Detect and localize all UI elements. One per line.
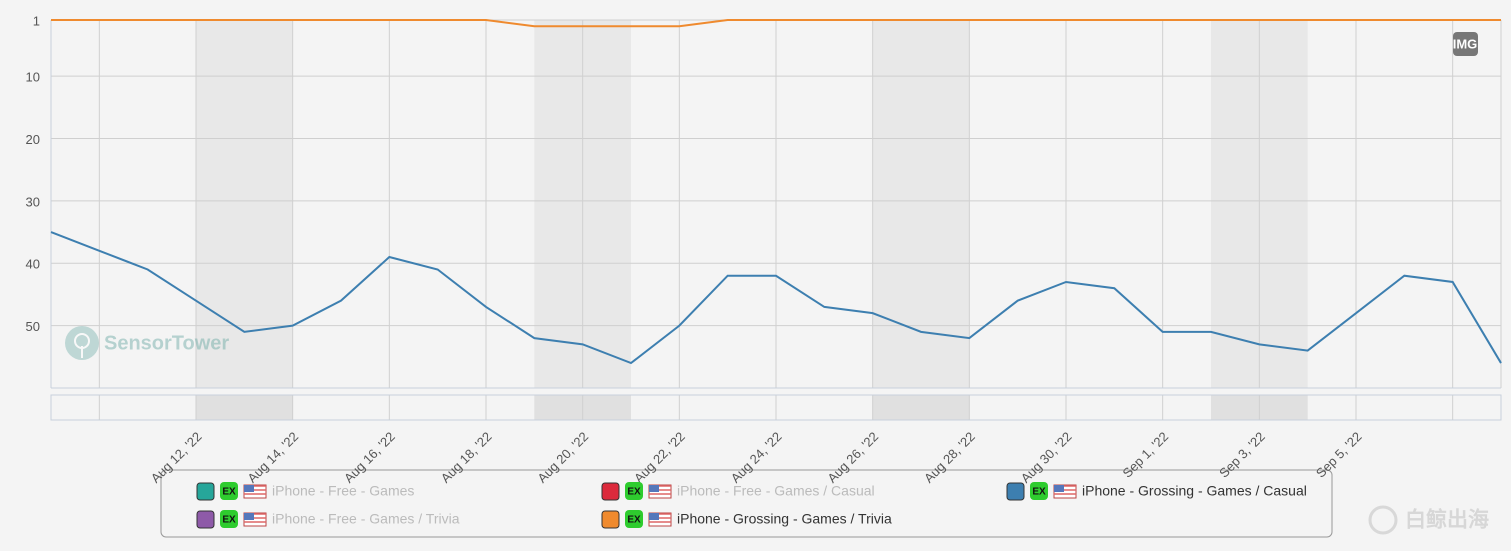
legend-item[interactable]: EX iPhone - Free - Games / Trivia xyxy=(196,510,460,529)
sensor-tower-watermark: SensorTower xyxy=(65,326,229,360)
y-tick-label: 10 xyxy=(26,70,40,85)
flag-canton xyxy=(244,485,254,492)
legend-box xyxy=(160,469,1333,538)
y-tick-label: 1 xyxy=(33,13,40,28)
navigator-band xyxy=(872,395,970,420)
legend-swatch xyxy=(601,510,620,529)
flag-canton xyxy=(1054,485,1064,492)
legend-label: iPhone - Grossing - Games / Casual xyxy=(1082,483,1307,499)
legend-swatch xyxy=(601,482,620,501)
corner-badge-bg[interactable] xyxy=(1453,32,1478,56)
flag-canton xyxy=(244,513,254,520)
y-tick-label: 40 xyxy=(26,257,40,272)
legend-badge: EX xyxy=(222,515,236,526)
legend-item[interactable]: EX iPhone - Grossing - Games / Trivia xyxy=(601,510,892,529)
legend-badge: EX xyxy=(627,487,641,498)
corner-badge[interactable]: IMG xyxy=(1453,36,1478,51)
legend-label: iPhone - Free - Games / Trivia xyxy=(272,511,460,527)
legend-item[interactable]: EX iPhone - Free - Games / Casual xyxy=(601,482,875,501)
flag-canton xyxy=(649,485,659,492)
legend-badge-bg xyxy=(625,510,643,528)
y-tick-label: 30 xyxy=(26,194,40,209)
legend-item[interactable]: EX iPhone - Grossing - Games / Casual xyxy=(1006,482,1307,501)
weekend-band xyxy=(196,20,293,388)
legend-swatch xyxy=(1006,482,1025,501)
series-line xyxy=(51,19,1501,28)
legend-swatch xyxy=(196,510,215,529)
watermark: SensorTower xyxy=(104,332,229,354)
legend-label: iPhone - Free - Games / Casual xyxy=(677,483,875,499)
y-tick-label: 20 xyxy=(26,132,40,147)
legend-badge-bg xyxy=(220,482,238,500)
legend-label: iPhone - Free - Games xyxy=(272,483,414,499)
legend-badge: EX xyxy=(222,487,236,498)
footer-watermark: 白鲸出海 xyxy=(1405,508,1489,532)
navigator-band xyxy=(196,395,293,420)
legend-badge: EX xyxy=(1032,487,1046,498)
legend-item[interactable]: EX iPhone - Free - Games xyxy=(196,482,414,501)
legend-badge: EX xyxy=(627,515,641,526)
legend-badge-bg xyxy=(1030,482,1048,500)
legend-swatch xyxy=(196,482,215,501)
y-tick-label: 50 xyxy=(26,319,40,334)
legend-badge-bg xyxy=(625,482,643,500)
legend-label: iPhone - Grossing - Games / Trivia xyxy=(677,511,892,527)
legend-badge-bg xyxy=(220,510,238,528)
footer-logo: 白鲸出海 xyxy=(1368,505,1489,535)
weekend-band xyxy=(872,20,970,388)
navigator xyxy=(50,394,1502,421)
flag-canton xyxy=(649,513,659,520)
series-line xyxy=(50,231,1502,365)
